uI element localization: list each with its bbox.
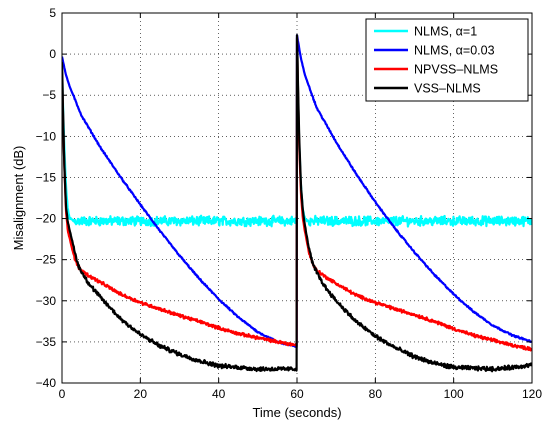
legend-label-3: NPVSS–NLMS <box>414 63 498 77</box>
x-tick-label: 100 <box>444 387 464 401</box>
legend-label-4: VSS–NLMS <box>414 82 481 96</box>
y-tick-label: −5 <box>42 88 56 102</box>
y-tick-label: −10 <box>36 129 57 143</box>
axis-ticks: 0 20 40 60 80 100 120 5 0 −5 −10 −15 −20 −25 −30 −35 −40 <box>36 6 543 401</box>
x-tick-label: 20 <box>134 387 148 401</box>
y-tick-label: −40 <box>36 376 57 390</box>
series-line-4 <box>62 34 532 373</box>
legend: NLMS, α=1 NLMS, α=0.03 NPVSS–NLMS VSS–NLMS <box>365 18 529 102</box>
y-tick-label: 5 <box>49 6 56 20</box>
y-tick-label: −35 <box>36 335 57 349</box>
y-axis-label: Misalignment (dB) <box>11 146 26 251</box>
x-tick-label: 80 <box>369 387 383 401</box>
legend-label-2: NLMS, α=0.03 <box>414 44 495 58</box>
x-tick-label: 40 <box>212 387 226 401</box>
legend-label-1: NLMS, α=1 <box>414 25 477 39</box>
x-axis-label: Time (seconds) <box>252 405 341 420</box>
y-tick-label: −30 <box>36 294 57 308</box>
y-tick-label: −25 <box>36 253 57 267</box>
series-layer <box>62 34 532 373</box>
x-tick-label: 120 <box>522 387 542 401</box>
x-tick-label: 0 <box>59 387 66 401</box>
y-tick-label: −15 <box>36 170 57 184</box>
y-tick-label: 0 <box>49 47 56 61</box>
x-tick-label: 60 <box>290 387 304 401</box>
y-tick-label: −20 <box>36 212 57 226</box>
